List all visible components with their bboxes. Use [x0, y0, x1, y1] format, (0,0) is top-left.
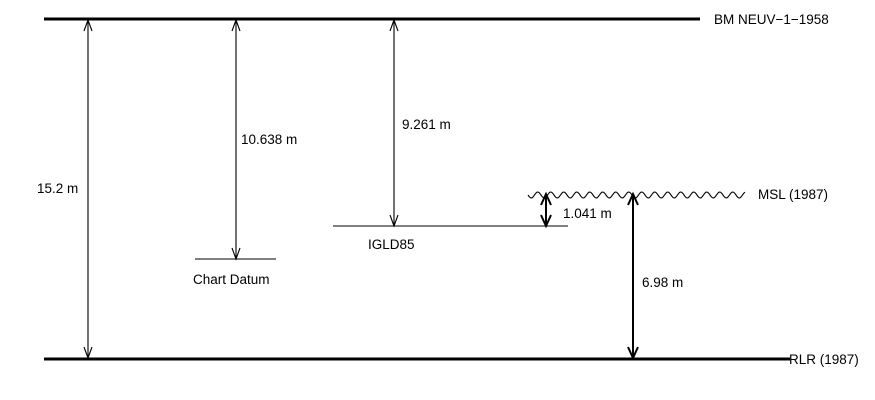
- msl-to-rlr-label: 6.98 m: [642, 275, 683, 290]
- chart-datum-label: Chart Datum: [193, 272, 270, 287]
- msl-wave: [527, 191, 746, 199]
- bm-to-rlr-label: 15.2 m: [37, 181, 78, 196]
- bm-to-igld-arrow: [389, 18, 399, 228]
- msl-to-igld-label: 1.041 m: [563, 206, 612, 221]
- bm-to-igld-label: 9.261 m: [402, 117, 451, 132]
- igld-label: IGLD85: [368, 237, 415, 252]
- msl-to-igld-arrow: [540, 191, 552, 229]
- bm-to-chart-datum-arrow: [231, 18, 241, 261]
- msl-to-rlr-arrow: [627, 191, 639, 361]
- msl-label: MSL (1987): [758, 187, 828, 202]
- bm-to-rlr-arrow: [83, 18, 93, 360]
- bm-label: BM NEUV−1−1958: [714, 12, 829, 27]
- rlr-label: RLR (1987): [789, 352, 859, 367]
- bm-to-chart-datum-label: 10.638 m: [241, 132, 297, 147]
